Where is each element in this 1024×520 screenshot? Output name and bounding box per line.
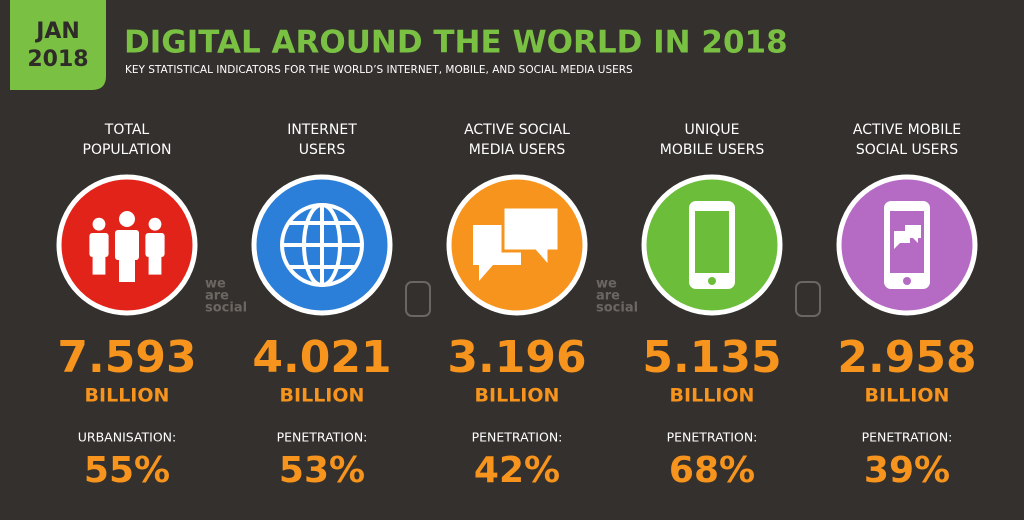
metric-value: 39% <box>864 450 950 491</box>
big-value: 5.135 <box>642 332 781 383</box>
big-value: 7.593 <box>57 332 196 383</box>
column-label: POPULATION <box>83 142 172 158</box>
metric-value: 53% <box>279 450 365 491</box>
subtitle: KEY STATISTICAL INDICATORS FOR THE WORLD… <box>125 64 633 76</box>
metric-label: URBANISATION: <box>78 430 176 445</box>
watermark: are <box>596 289 620 304</box>
person-head <box>148 217 162 231</box>
metric-label: PENETRATION: <box>667 430 758 445</box>
metric-value: 42% <box>474 450 560 491</box>
column-label: MOBILE USERS <box>660 142 765 158</box>
person-legs <box>92 255 106 275</box>
unit: BILLION <box>475 385 560 407</box>
big-value: 4.021 <box>252 332 391 383</box>
column-label: USERS <box>299 142 346 158</box>
phone-screen <box>695 211 729 273</box>
owl-mark <box>795 281 821 317</box>
badge-month: JAN <box>34 19 80 44</box>
metric-label: PENETRATION: <box>472 430 563 445</box>
unit: BILLION <box>670 385 755 407</box>
owl-mark <box>405 281 431 317</box>
column-label: TOTAL <box>104 122 150 138</box>
icon <box>89 211 165 282</box>
watermark: social <box>205 301 247 316</box>
person-legs <box>119 258 135 282</box>
column-label: INTERNET <box>287 122 357 138</box>
person-body <box>145 233 165 257</box>
icon <box>280 203 364 287</box>
metric-label: PENETRATION: <box>862 430 953 445</box>
column-label: ACTIVE MOBILE <box>853 122 961 138</box>
metric-value: 55% <box>84 450 170 491</box>
watermark: we <box>596 277 617 292</box>
big-value: 2.958 <box>837 332 976 383</box>
person-legs <box>148 255 162 275</box>
watermark: we <box>205 277 226 292</box>
phone-button <box>903 277 911 285</box>
badge-year: 2018 <box>27 47 88 72</box>
column-label: UNIQUE <box>685 122 740 138</box>
person-body <box>115 230 139 260</box>
unit: BILLION <box>85 385 170 407</box>
date-badge <box>10 0 106 90</box>
title: DIGITAL AROUND THE WORLD IN 2018 <box>124 25 788 61</box>
column-label: SOCIAL USERS <box>856 142 958 158</box>
metric-value: 68% <box>669 450 755 491</box>
speech-bubble <box>501 205 561 271</box>
icon <box>473 205 561 281</box>
person-body <box>89 233 109 257</box>
column-label: ACTIVE SOCIAL <box>464 122 570 138</box>
metric-label: PENETRATION: <box>277 430 368 445</box>
person-head <box>119 211 135 227</box>
column-label: MEDIA USERS <box>469 142 566 158</box>
big-value: 3.196 <box>447 332 586 383</box>
icon <box>689 201 735 289</box>
watermark: social <box>596 301 638 316</box>
unit: BILLION <box>280 385 365 407</box>
person-head <box>92 217 106 231</box>
icon <box>884 201 930 289</box>
unit: BILLION <box>865 385 950 407</box>
watermark: are <box>205 289 229 304</box>
chat-icon <box>905 225 921 243</box>
phone-button <box>708 277 716 285</box>
